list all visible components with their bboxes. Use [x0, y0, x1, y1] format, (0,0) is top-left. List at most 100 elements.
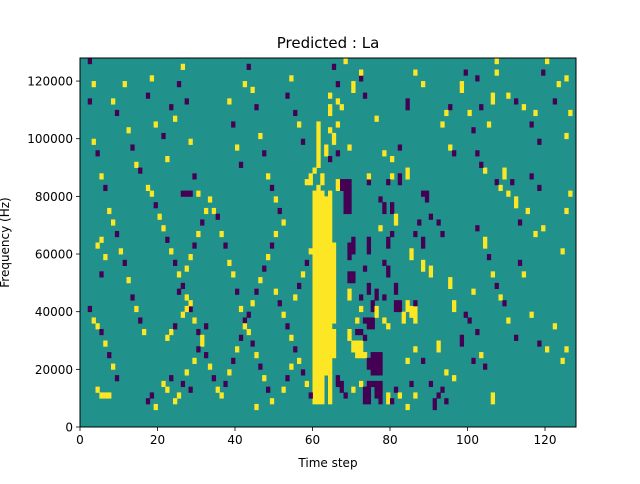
heatmap-cell: [382, 317, 387, 324]
heatmap-cell: [184, 265, 189, 272]
heatmap-cell: [370, 380, 375, 388]
heatmap-cell: [215, 213, 220, 220]
heatmap-cell: [316, 144, 321, 151]
heatmap-cell: [312, 317, 317, 324]
heatmap-cell: [529, 121, 534, 128]
heatmap-cell: [471, 357, 476, 364]
heatmap-cell: [366, 173, 372, 180]
heatmap-cell: [320, 277, 325, 284]
heatmap-cell: [238, 305, 244, 313]
heatmap-cell: [300, 271, 306, 278]
heatmap-cell: [324, 207, 329, 215]
heatmap-cell: [320, 225, 325, 232]
heatmap-cell: [366, 288, 372, 295]
y-tick-label: 120000: [27, 75, 73, 89]
heatmap-cell: [362, 92, 368, 99]
heatmap-cell: [359, 380, 364, 388]
heatmap-cell: [533, 109, 538, 117]
heatmap-cell: [169, 104, 174, 111]
heatmap-cell: [386, 265, 391, 272]
heatmap-cell: [370, 357, 375, 364]
heatmap-cell: [378, 363, 383, 370]
heatmap-cell: [413, 346, 418, 353]
heatmap-cell: [293, 294, 298, 301]
heatmap-cell: [180, 380, 186, 388]
heatmap-cell: [304, 380, 310, 388]
heatmap-cell: [320, 380, 325, 388]
heatmap-cell: [316, 150, 321, 157]
heatmap-cell: [339, 380, 344, 388]
heatmap-cell: [331, 317, 337, 324]
heatmap-cell: [324, 202, 329, 209]
heatmap-cell: [320, 386, 325, 393]
heatmap-cell: [397, 144, 403, 151]
heatmap-cell: [421, 236, 426, 243]
heatmap-cell: [351, 242, 356, 249]
heatmap-cell: [331, 277, 337, 284]
heatmap-cell: [219, 230, 224, 238]
heatmap-cell: [91, 138, 96, 145]
heatmap-cell: [494, 179, 499, 186]
heatmap-cell: [545, 58, 550, 65]
heatmap-cell: [479, 104, 484, 111]
heatmap-cell: [103, 184, 108, 192]
heatmap-cell: [316, 219, 321, 226]
heatmap-cell: [517, 259, 523, 266]
heatmap-cell: [514, 196, 519, 203]
heatmap-cell: [432, 403, 437, 411]
heatmap-cell: [324, 271, 329, 278]
heatmap-cell: [409, 311, 414, 318]
heatmap-cell: [320, 259, 325, 266]
heatmap-cell: [382, 259, 387, 266]
heatmap-cell: [428, 271, 434, 278]
heatmap-cell: [331, 300, 337, 307]
heatmap-cell: [165, 156, 170, 163]
heatmap-cell: [347, 242, 352, 249]
heatmap-cell: [444, 109, 449, 117]
heatmap-cell: [196, 346, 201, 353]
heatmap-cell: [366, 392, 372, 399]
heatmap-cell: [153, 403, 158, 411]
heatmap-cell: [324, 363, 329, 370]
heatmap-cell: [393, 219, 399, 226]
heatmap-cell: [382, 294, 387, 301]
heatmap-cell: [564, 207, 569, 215]
heatmap-cell: [328, 369, 333, 376]
heatmap-cell: [428, 213, 434, 220]
heatmap-cell: [494, 282, 499, 290]
heatmap-cell: [331, 248, 337, 255]
heatmap-cell: [324, 311, 329, 318]
heatmap-cell: [324, 282, 329, 290]
heatmap-cell: [328, 375, 333, 382]
heatmap-cell: [312, 305, 317, 313]
heatmap-cell: [320, 323, 325, 330]
heatmap-cell: [405, 167, 410, 174]
heatmap-cell: [316, 190, 321, 197]
heatmap-cell: [331, 328, 337, 336]
heatmap-cell: [192, 242, 197, 249]
heatmap-cell: [316, 340, 321, 347]
heatmap-cell: [413, 300, 418, 307]
heatmap-cell: [312, 277, 317, 284]
heatmap-cell: [362, 352, 368, 359]
heatmap-cell: [316, 352, 321, 359]
heatmap-cell: [328, 190, 333, 197]
heatmap-cell: [324, 357, 329, 364]
heatmap-cell: [351, 340, 356, 347]
heatmap-cell: [405, 403, 410, 411]
heatmap-cell: [397, 305, 403, 313]
heatmap-cell: [308, 392, 313, 399]
heatmap-cell: [320, 173, 325, 180]
heatmap-cell: [331, 282, 337, 290]
heatmap-cell: [196, 230, 201, 238]
heatmap-cell: [378, 398, 383, 405]
heatmap-cell: [316, 317, 321, 324]
heatmap-cell: [262, 265, 267, 272]
heatmap-cell: [122, 81, 127, 88]
heatmap-cell: [390, 202, 395, 209]
heatmap-cell: [486, 254, 492, 261]
heatmap-cell: [378, 392, 383, 399]
heatmap-cell: [328, 392, 333, 399]
heatmap-cell: [475, 150, 480, 157]
heatmap-cell: [254, 104, 259, 111]
